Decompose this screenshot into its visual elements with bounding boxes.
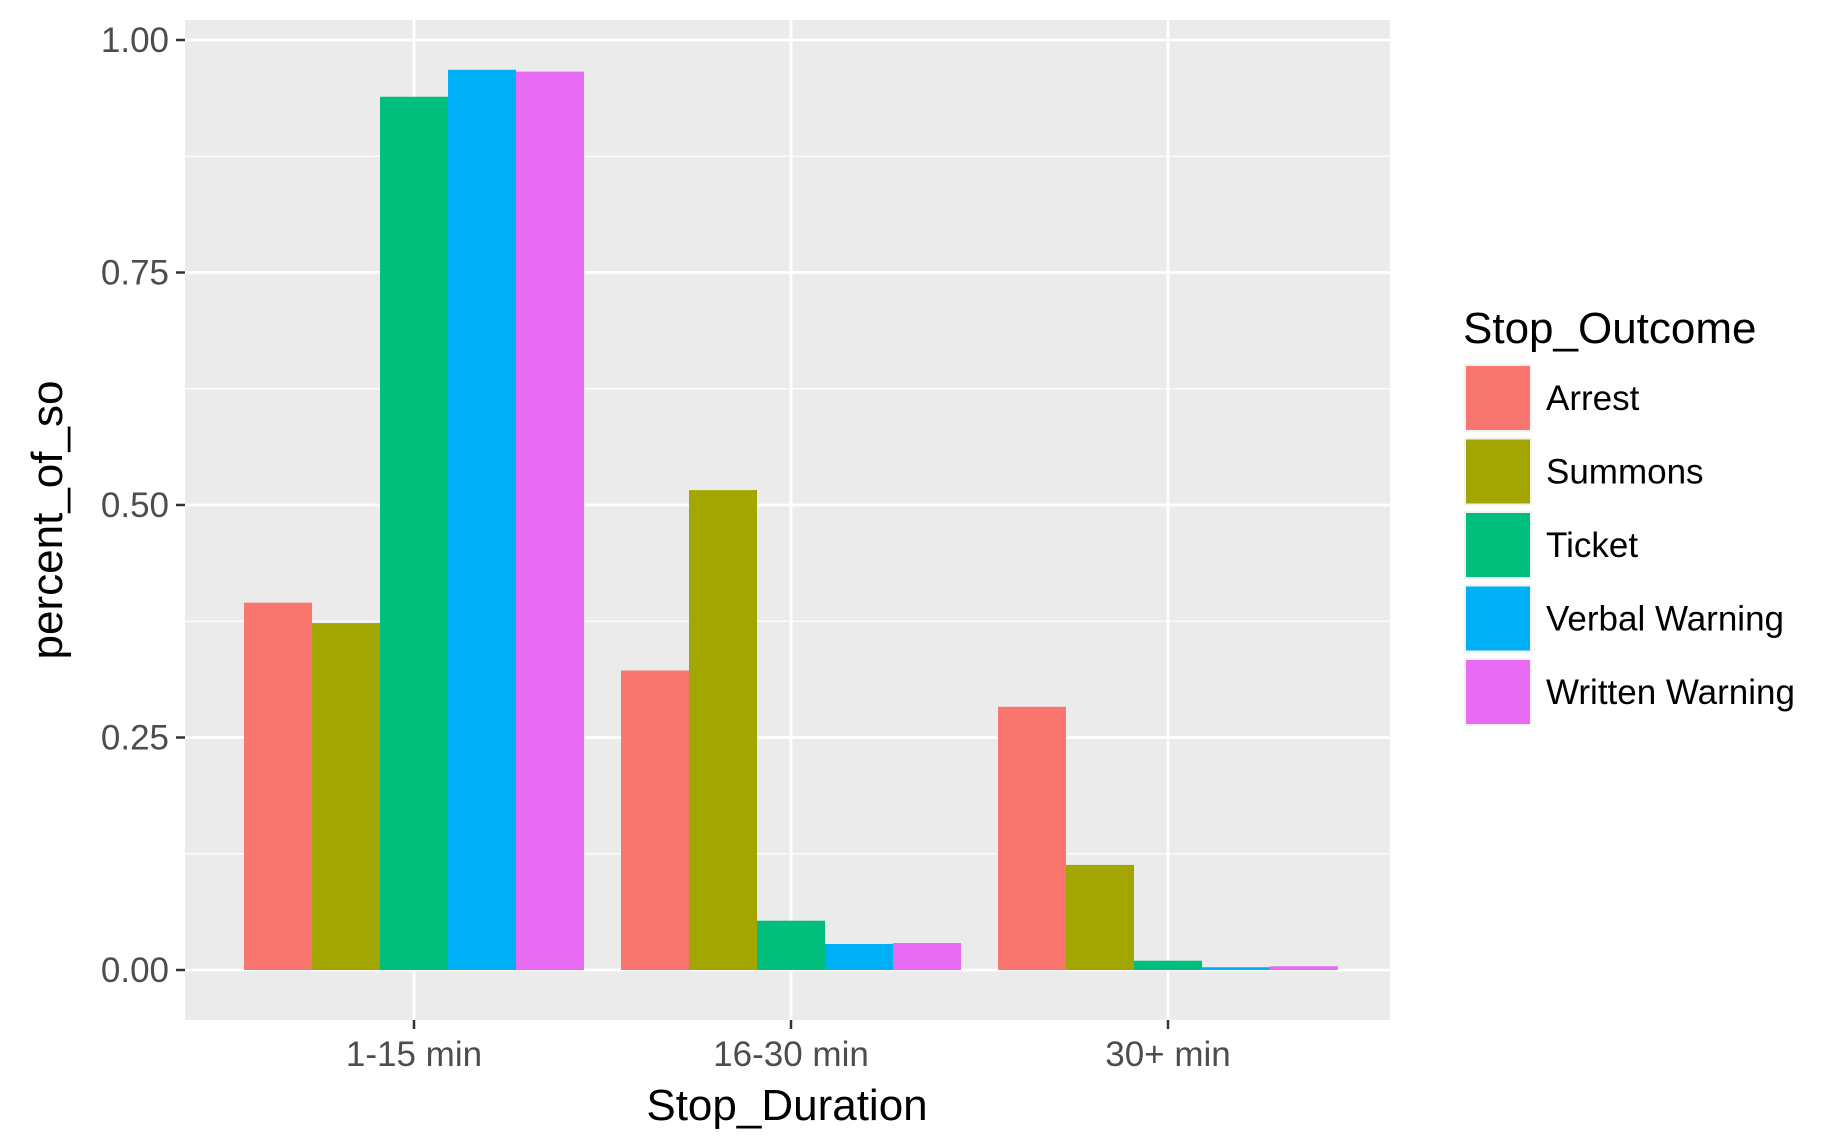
bar-ticket-2 xyxy=(757,920,825,970)
legend-title: Stop_Outcome xyxy=(1463,304,1757,353)
y-tick-label: 0.75 xyxy=(101,254,169,293)
bar-arrest-1 xyxy=(244,602,312,970)
bar-ticket-1 xyxy=(380,96,448,971)
bar-arrest-3 xyxy=(998,706,1066,970)
bar-written-warning-1 xyxy=(516,71,584,971)
bar-verbal-warning-1 xyxy=(448,69,516,970)
bar-summons-3 xyxy=(1066,864,1134,970)
legend-swatch xyxy=(1466,586,1530,651)
legend-label: Summons xyxy=(1546,453,1704,492)
bar-written-warning-3 xyxy=(1270,966,1338,970)
x-tick-label: 30+ min xyxy=(1105,1035,1231,1074)
x-axis: 1-15 min 16-30 min 30+ min xyxy=(346,1020,1231,1074)
bar-verbal-warning-2 xyxy=(825,943,893,970)
x-tick-label: 16-30 min xyxy=(713,1035,869,1074)
x-axis-title: Stop_Duration xyxy=(646,1081,927,1130)
legend-swatch xyxy=(1466,439,1530,504)
bar-arrest-2 xyxy=(621,670,689,970)
legend-label: Ticket xyxy=(1546,526,1638,565)
legend-label: Arrest xyxy=(1546,379,1640,418)
legend-swatch xyxy=(1466,660,1530,724)
legend-swatch xyxy=(1466,513,1530,577)
y-tick-label: 1.00 xyxy=(101,21,169,60)
bar-verbal-warning-3 xyxy=(1202,967,1270,970)
legend-swatch xyxy=(1466,366,1530,430)
y-axis-title: percent_of_so xyxy=(23,381,72,660)
bar-summons-1 xyxy=(312,623,380,970)
y-tick-label: 0.00 xyxy=(101,951,169,990)
y-tick-label: 0.25 xyxy=(101,719,169,758)
y-axis: 0.00 0.25 0.50 0.75 1.00 xyxy=(101,21,185,990)
bars-layer xyxy=(244,69,1338,971)
bar-summons-2 xyxy=(689,490,757,970)
legend: Stop_Outcome Arrest Summons Ticket Verbal W… xyxy=(1463,304,1795,726)
legend-label: Verbal Warning xyxy=(1546,600,1784,639)
x-tick-label: 1-15 min xyxy=(346,1035,482,1074)
bar-written-warning-2 xyxy=(893,943,961,970)
bar-ticket-3 xyxy=(1134,960,1202,970)
y-tick-label: 0.50 xyxy=(101,486,169,525)
legend-label: Written Warning xyxy=(1546,673,1795,712)
